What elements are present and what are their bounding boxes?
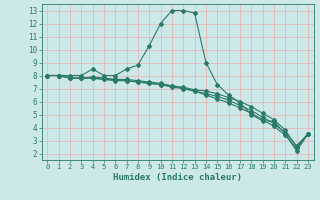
X-axis label: Humidex (Indice chaleur): Humidex (Indice chaleur) <box>113 173 242 182</box>
